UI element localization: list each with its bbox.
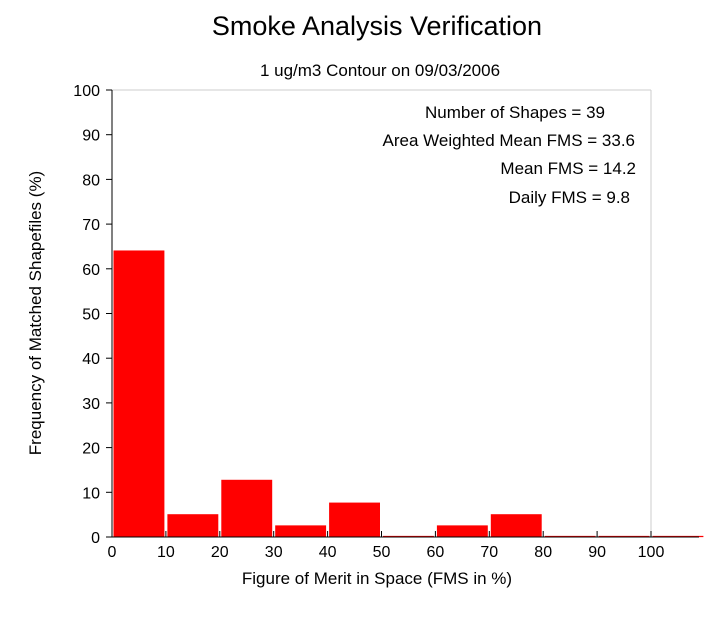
x-tick-label-100: 100: [638, 544, 665, 561]
chart-subtitle: 1 ug/m3 Contour on 09/03/2006: [260, 61, 500, 80]
x-tick-label-50: 50: [373, 544, 391, 561]
histogram-bar-20-30: [221, 479, 273, 537]
chart-title: Smoke Analysis Verification: [212, 11, 542, 41]
y-tick-label-50: 50: [82, 307, 100, 324]
stat-daily-fms: Daily FMS = 9.8: [509, 188, 630, 207]
x-axis-label: Figure of Merit in Space (FMS in %): [242, 569, 512, 588]
y-tick-label-70: 70: [82, 217, 100, 234]
x-tick-label-0: 0: [108, 544, 117, 561]
stat-mean-fms: Mean FMS = 14.2: [500, 159, 636, 178]
y-tick-label-90: 90: [82, 128, 100, 145]
histogram-bar-60-70: [436, 525, 488, 537]
stat-number-of-shapes: Number of Shapes = 39: [425, 103, 605, 122]
y-tick-label-80: 80: [82, 172, 100, 189]
plot-frame: [112, 89, 652, 537]
y-tick-label-30: 30: [82, 396, 100, 413]
y-tick-label-0: 0: [91, 530, 100, 547]
x-tick-label-90: 90: [588, 544, 606, 561]
x-tick-label-60: 60: [427, 544, 445, 561]
y-tick-label-100: 100: [73, 83, 100, 100]
x-axis: 0 10 20 30 40 50 60 70 80 90 100: [108, 531, 699, 561]
y-tick-label-20: 20: [82, 441, 100, 458]
stat-area-weighted-mean-fms: Area Weighted Mean FMS = 33.6: [383, 131, 635, 150]
bar-series: [113, 250, 704, 538]
x-tick-label-40: 40: [319, 544, 337, 561]
y-tick-label-60: 60: [82, 262, 100, 279]
y-tick-label-10: 10: [82, 485, 100, 502]
y-tick-label-40: 40: [82, 351, 100, 368]
histogram-bar-70-80: [490, 514, 542, 537]
histogram-bar-10-20: [167, 514, 219, 537]
x-tick-label-80: 80: [534, 544, 552, 561]
y-axis-label: Frequency of Matched Shapefiles (%): [26, 171, 45, 455]
stats-annotations: Number of Shapes = 39 Area Weighted Mean…: [383, 103, 636, 207]
x-tick-label-10: 10: [157, 544, 175, 561]
x-tick-label-20: 20: [211, 544, 229, 561]
y-axis: 0 10 20 30 40 50 60 70 80 90 100: [73, 83, 113, 547]
histogram-bar-0-10: [113, 250, 165, 537]
histogram-bar-40-50: [329, 502, 380, 537]
x-tick-label-70: 70: [480, 544, 498, 561]
histogram-bar-30-40: [275, 525, 327, 537]
x-tick-label-30: 30: [265, 544, 283, 561]
